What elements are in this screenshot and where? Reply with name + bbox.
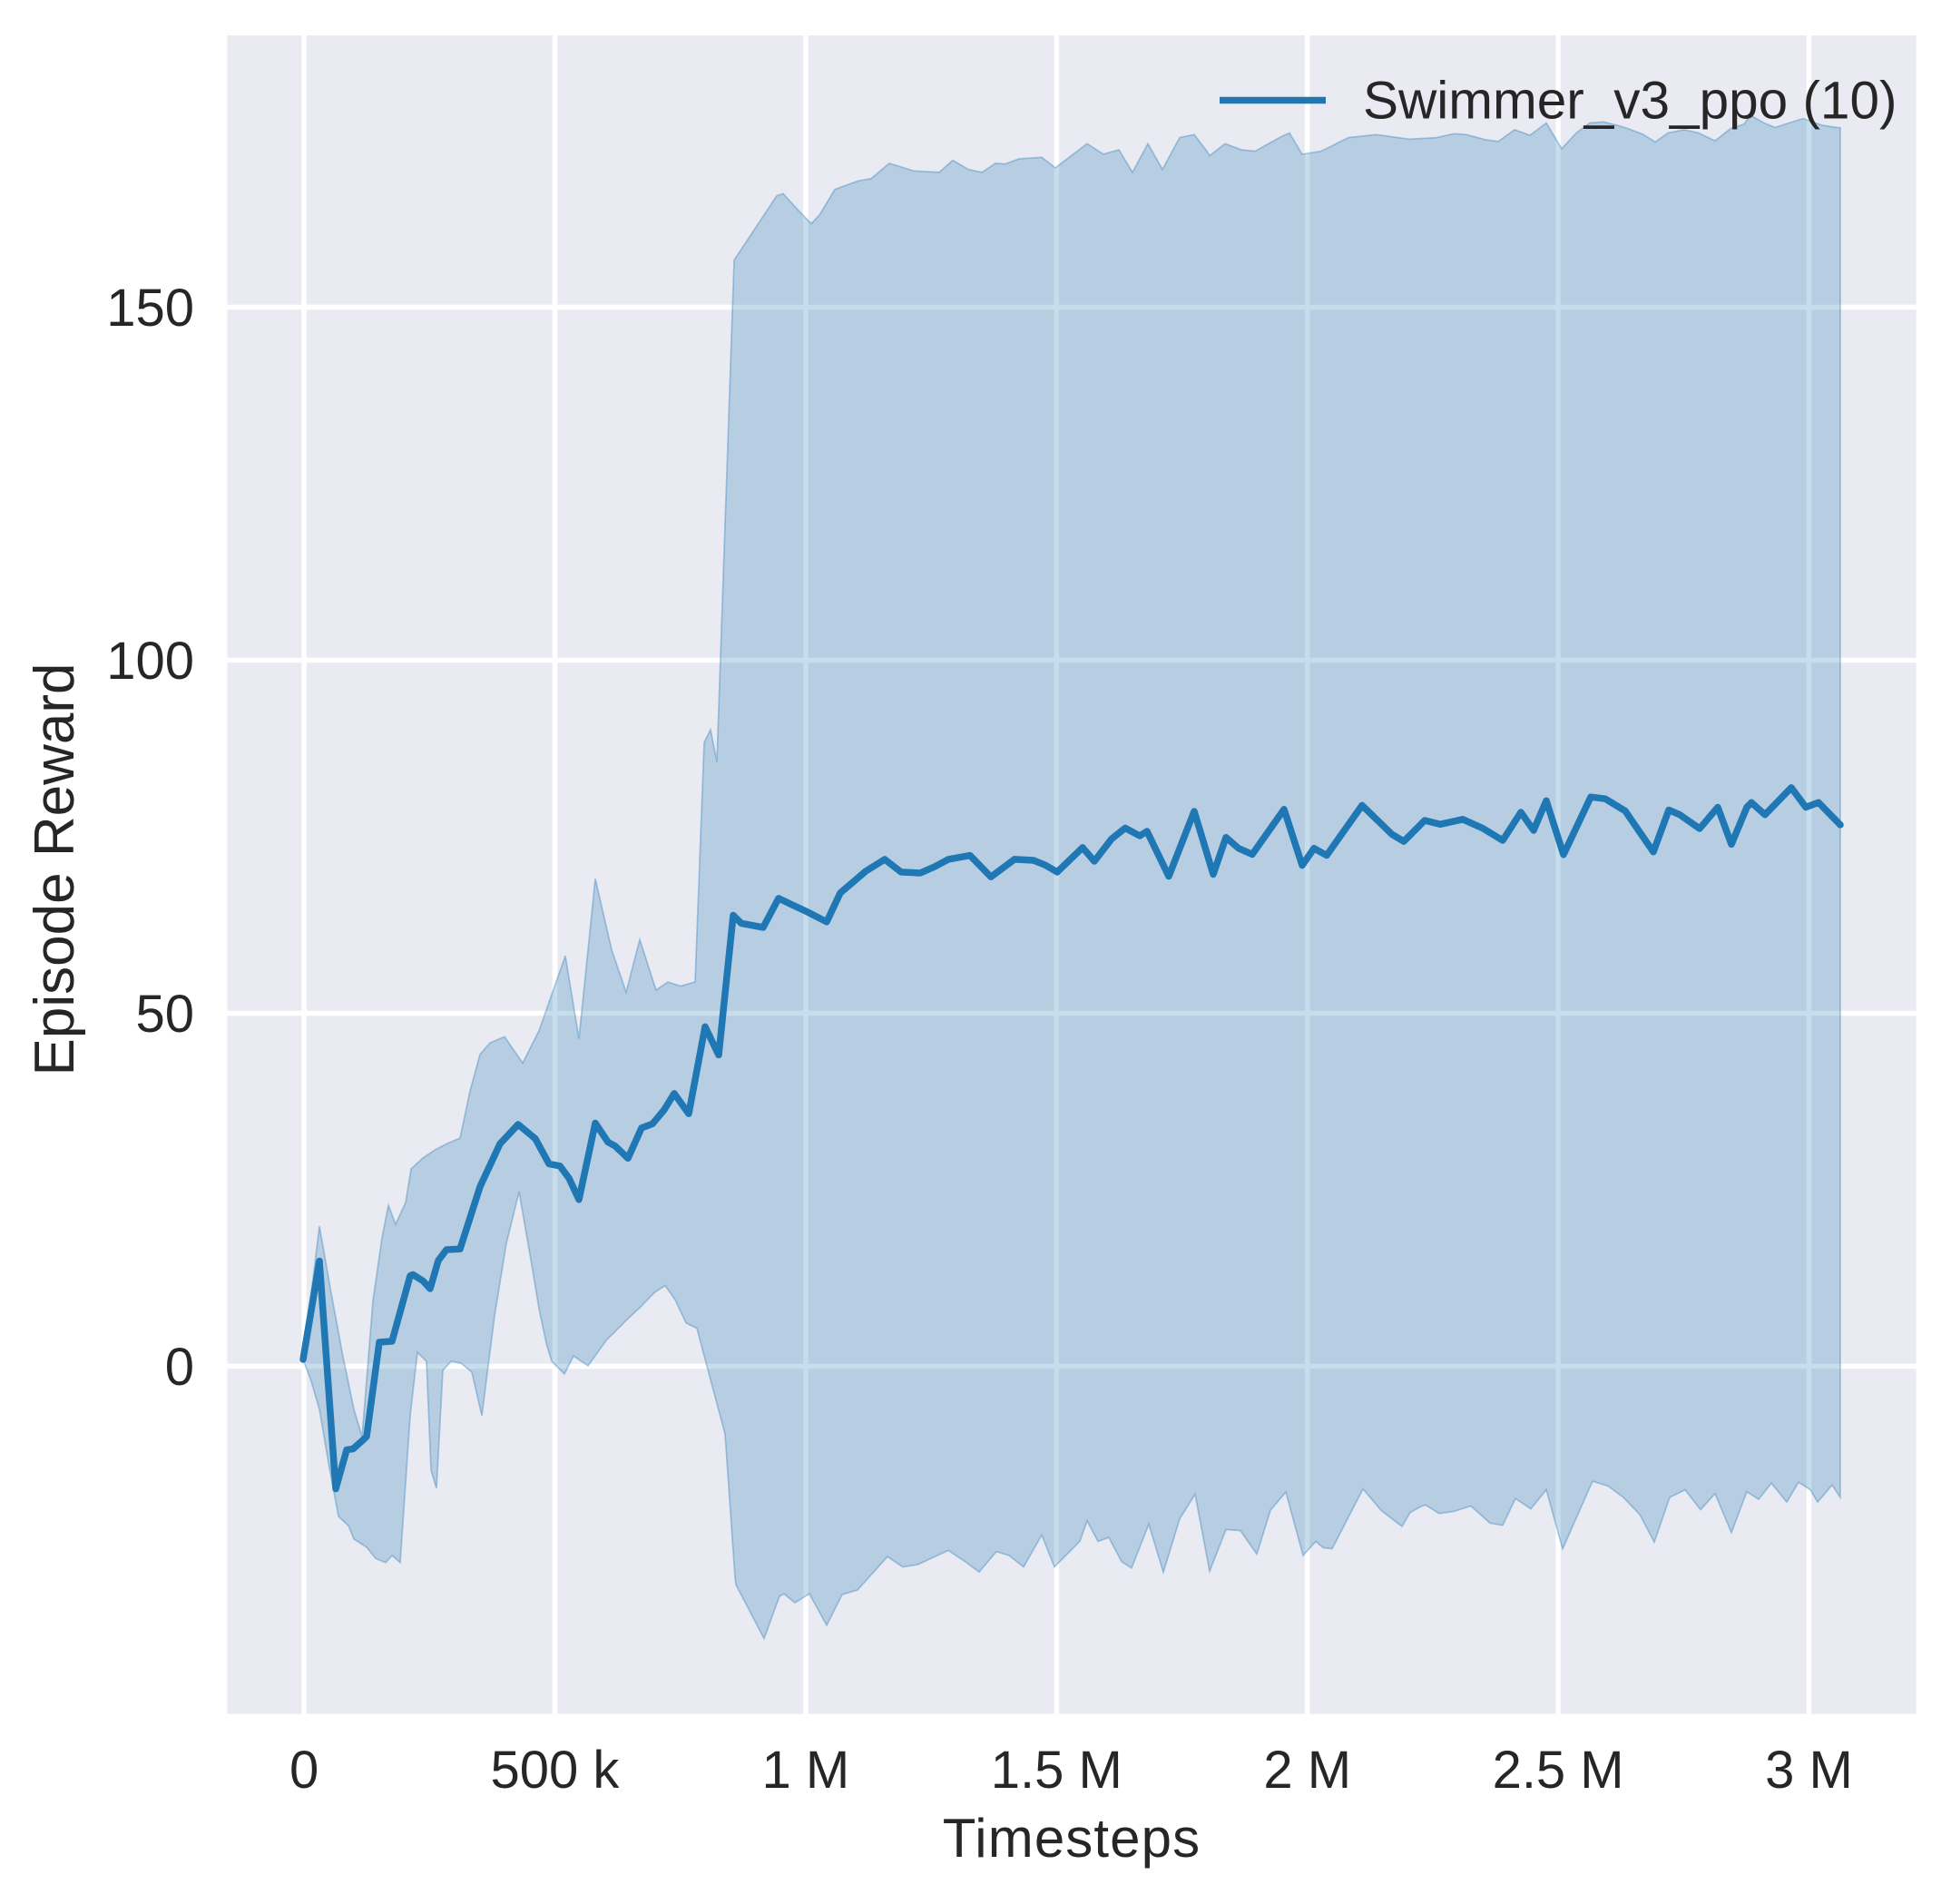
svg-text:Swimmer_v3_ppo (10): Swimmer_v3_ppo (10) <box>1363 72 1897 131</box>
svg-text:500 k: 500 k <box>491 1741 621 1800</box>
svg-text:0: 0 <box>165 1338 194 1397</box>
svg-text:Episode Reward: Episode Reward <box>24 663 86 1076</box>
svg-text:100: 100 <box>106 632 194 691</box>
svg-text:0: 0 <box>289 1741 319 1800</box>
svg-text:1 M: 1 M <box>762 1741 850 1800</box>
svg-text:50: 50 <box>135 985 194 1044</box>
svg-text:Timesteps: Timesteps <box>943 1808 1201 1869</box>
svg-text:1.5 M: 1.5 M <box>991 1741 1123 1800</box>
svg-text:150: 150 <box>106 279 194 338</box>
svg-text:3 M: 3 M <box>1765 1741 1853 1800</box>
svg-text:2.5 M: 2.5 M <box>1493 1741 1624 1800</box>
svg-text:2 M: 2 M <box>1263 1741 1351 1800</box>
